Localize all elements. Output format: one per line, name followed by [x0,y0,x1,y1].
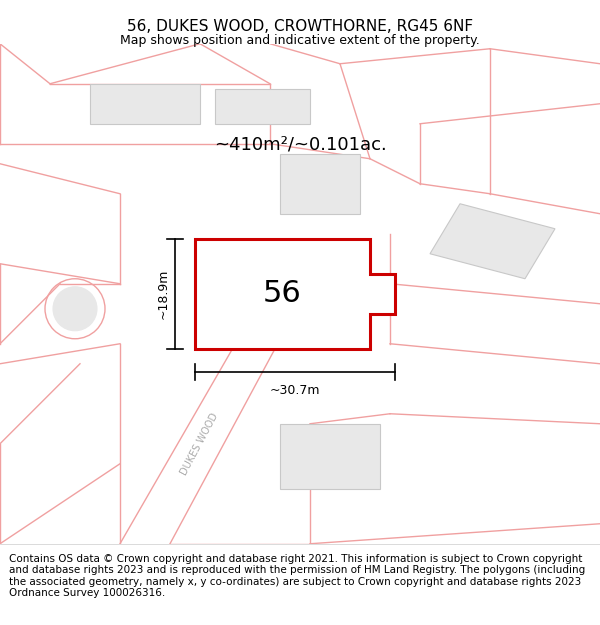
Text: DUKES WOOD: DUKES WOOD [179,411,221,476]
Text: ~30.7m: ~30.7m [270,384,320,397]
Text: ~410m²/~0.101ac.: ~410m²/~0.101ac. [214,136,386,154]
Polygon shape [90,84,200,124]
Text: 56: 56 [263,279,301,308]
Polygon shape [215,89,310,124]
Text: Contains OS data © Crown copyright and database right 2021. This information is : Contains OS data © Crown copyright and d… [9,554,585,598]
Text: 56, DUKES WOOD, CROWTHORNE, RG45 6NF: 56, DUKES WOOD, CROWTHORNE, RG45 6NF [127,19,473,34]
Circle shape [53,287,97,331]
Polygon shape [195,239,395,349]
Polygon shape [280,154,360,214]
Text: Map shows position and indicative extent of the property.: Map shows position and indicative extent… [120,34,480,47]
Polygon shape [430,204,555,279]
Text: ~18.9m: ~18.9m [157,269,170,319]
Polygon shape [280,424,380,489]
